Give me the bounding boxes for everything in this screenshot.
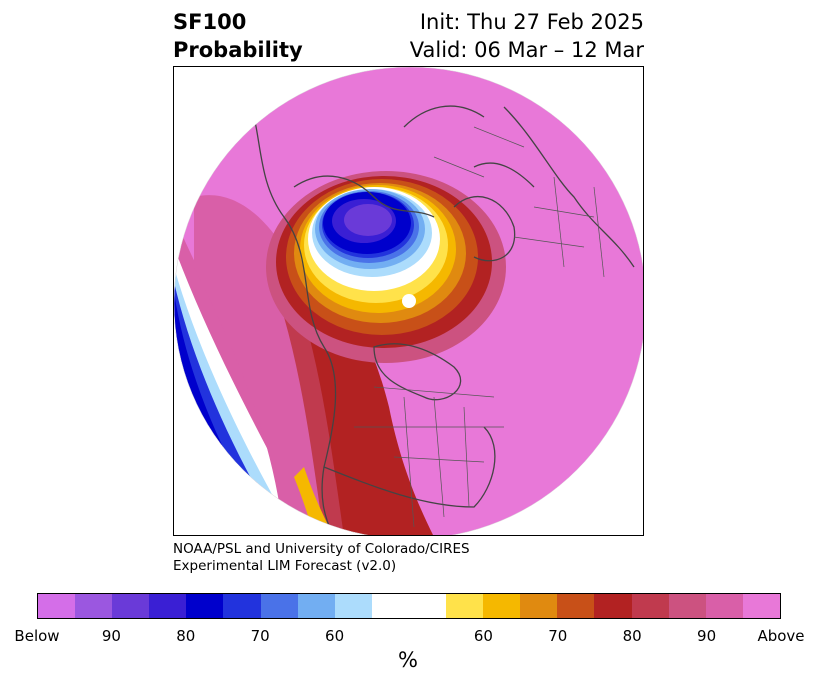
colorbar-segment [557, 594, 595, 618]
colorbar-tick-label: 90 [101, 627, 121, 645]
colorbar-segment [260, 594, 298, 618]
colorbar-segment [705, 594, 743, 618]
colorbar-tick-label: 70 [250, 627, 270, 645]
colorbar-tick-label: Below [14, 627, 60, 645]
forecast-dates: Init: Thu 27 Feb 2025 Valid: 06 Mar – 12… [410, 8, 644, 64]
colorbar-segment [38, 594, 76, 618]
probability-field [174, 67, 643, 535]
colorbar-segment [520, 594, 558, 618]
colorbar-segment [483, 594, 521, 618]
ring-core [344, 204, 392, 236]
colorbar-segment [149, 594, 187, 618]
credit-line-2: Experimental LIM Forecast (v2.0) [173, 558, 397, 574]
colorbar-segment [594, 594, 632, 618]
colorbar-segment [75, 594, 113, 618]
borders [354, 126, 605, 528]
colorbar [37, 593, 781, 619]
colorbar-tick-label: 80 [622, 627, 642, 645]
colorbar-tick-label: 80 [176, 627, 196, 645]
colorbar-segment [742, 594, 780, 618]
pole-marker [402, 294, 416, 308]
colorbar-tick-label: 90 [697, 627, 717, 645]
colorbar-segment [297, 594, 335, 618]
colorbar-segment [668, 594, 706, 618]
map-title: SF100 Probability [173, 8, 303, 64]
valid-range: Valid: 06 Mar – 12 Mar [409, 38, 644, 62]
credit: NOAA/PSL and University of Colorado/CIRE… [173, 541, 470, 575]
colorbar-segment [631, 594, 669, 618]
colorbar-tick-label: 60 [473, 627, 493, 645]
colorbar-segment [334, 594, 372, 618]
colorbar-tick-label: 60 [325, 627, 345, 645]
polar-map [173, 66, 644, 536]
title-line-1: SF100 [173, 10, 247, 34]
tongue-yellow [294, 467, 334, 535]
colorbar-unit-label: % [398, 648, 418, 672]
colorbar-segment [371, 594, 447, 618]
colorbar-segment [446, 594, 484, 618]
colorbar-segment [186, 594, 224, 618]
init-date: Init: Thu 27 Feb 2025 [419, 10, 644, 34]
coastlines [243, 86, 635, 535]
colorbar-segment [223, 594, 261, 618]
title-line-2: Probability [173, 38, 303, 62]
colorbar-segment [112, 594, 150, 618]
colorbar-tick-label: 70 [548, 627, 568, 645]
colorbar-tick-label: Above [757, 627, 805, 645]
credit-line-1: NOAA/PSL and University of Colorado/CIRE… [173, 541, 470, 557]
